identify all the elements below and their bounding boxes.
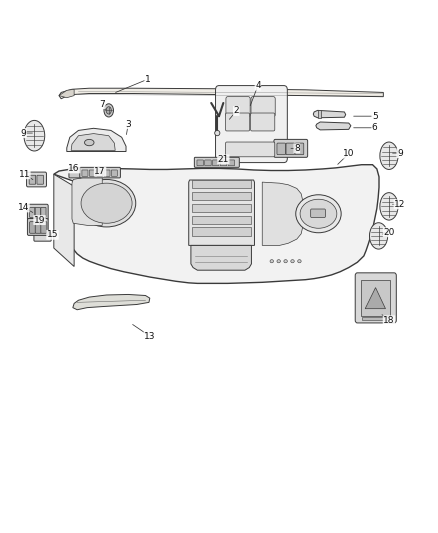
FancyBboxPatch shape [28, 204, 48, 220]
FancyBboxPatch shape [251, 96, 275, 117]
FancyBboxPatch shape [194, 157, 239, 167]
Text: 2: 2 [233, 107, 239, 116]
FancyBboxPatch shape [104, 170, 110, 176]
FancyBboxPatch shape [220, 160, 227, 166]
Polygon shape [54, 174, 74, 266]
FancyBboxPatch shape [362, 317, 389, 320]
FancyBboxPatch shape [212, 160, 219, 166]
Text: 3: 3 [125, 119, 131, 128]
FancyBboxPatch shape [215, 86, 287, 163]
Ellipse shape [277, 260, 280, 263]
FancyBboxPatch shape [97, 170, 102, 176]
FancyBboxPatch shape [277, 143, 286, 155]
FancyBboxPatch shape [80, 167, 120, 178]
FancyBboxPatch shape [27, 172, 46, 187]
FancyBboxPatch shape [192, 228, 251, 236]
Polygon shape [54, 165, 379, 284]
FancyBboxPatch shape [226, 96, 250, 117]
Polygon shape [191, 245, 251, 270]
FancyBboxPatch shape [192, 204, 251, 212]
Text: 13: 13 [144, 332, 155, 341]
FancyBboxPatch shape [41, 222, 47, 233]
Polygon shape [59, 90, 74, 98]
FancyBboxPatch shape [28, 219, 48, 236]
FancyBboxPatch shape [35, 207, 40, 217]
FancyBboxPatch shape [274, 140, 307, 157]
FancyBboxPatch shape [226, 113, 250, 131]
Text: 15: 15 [47, 230, 58, 239]
Ellipse shape [106, 107, 111, 114]
Text: 9: 9 [21, 128, 26, 138]
Polygon shape [73, 294, 150, 310]
Text: 8: 8 [294, 144, 300, 153]
FancyBboxPatch shape [192, 216, 251, 224]
FancyBboxPatch shape [286, 143, 295, 155]
Ellipse shape [291, 260, 294, 263]
Ellipse shape [270, 260, 273, 263]
Ellipse shape [380, 192, 398, 220]
Polygon shape [262, 182, 304, 245]
FancyBboxPatch shape [318, 110, 321, 118]
FancyBboxPatch shape [30, 222, 35, 233]
FancyBboxPatch shape [228, 160, 235, 166]
Text: 1: 1 [145, 75, 151, 84]
FancyBboxPatch shape [192, 192, 251, 200]
FancyBboxPatch shape [295, 143, 304, 155]
FancyBboxPatch shape [192, 180, 251, 189]
Ellipse shape [215, 131, 220, 136]
Polygon shape [59, 88, 383, 99]
FancyBboxPatch shape [34, 233, 51, 241]
Ellipse shape [294, 147, 298, 151]
Text: 21: 21 [218, 155, 229, 164]
Polygon shape [72, 177, 102, 225]
Text: 6: 6 [372, 123, 378, 132]
Polygon shape [365, 288, 385, 309]
FancyBboxPatch shape [251, 113, 275, 131]
Text: 9: 9 [397, 149, 403, 158]
FancyBboxPatch shape [205, 160, 211, 166]
Ellipse shape [370, 223, 388, 249]
FancyBboxPatch shape [29, 175, 35, 184]
Ellipse shape [300, 199, 337, 228]
FancyBboxPatch shape [111, 170, 117, 176]
Ellipse shape [81, 183, 132, 223]
Text: 16: 16 [68, 164, 80, 173]
Text: 4: 4 [255, 81, 261, 90]
Polygon shape [313, 110, 346, 118]
Text: 10: 10 [343, 149, 354, 158]
Text: 17: 17 [94, 167, 106, 176]
Ellipse shape [85, 140, 94, 146]
Polygon shape [67, 128, 126, 151]
Text: 19: 19 [34, 215, 45, 224]
FancyBboxPatch shape [69, 168, 81, 178]
Text: 7: 7 [99, 100, 105, 109]
FancyBboxPatch shape [41, 207, 46, 217]
Ellipse shape [296, 195, 341, 233]
Text: 18: 18 [383, 316, 395, 325]
FancyBboxPatch shape [35, 222, 41, 233]
Ellipse shape [380, 142, 398, 169]
Text: 12: 12 [394, 200, 406, 209]
FancyBboxPatch shape [37, 175, 43, 184]
Ellipse shape [78, 180, 136, 227]
FancyBboxPatch shape [311, 209, 325, 217]
Ellipse shape [298, 260, 301, 263]
Text: 5: 5 [372, 112, 378, 120]
Text: 14: 14 [18, 203, 29, 212]
Text: 11: 11 [19, 169, 30, 179]
Ellipse shape [104, 104, 113, 117]
FancyBboxPatch shape [226, 142, 275, 157]
FancyBboxPatch shape [197, 160, 203, 166]
Polygon shape [316, 122, 351, 130]
Polygon shape [71, 134, 115, 150]
Text: 20: 20 [383, 228, 395, 237]
FancyBboxPatch shape [82, 170, 88, 176]
FancyBboxPatch shape [89, 170, 95, 176]
Polygon shape [189, 180, 254, 245]
Ellipse shape [284, 260, 287, 263]
Ellipse shape [24, 120, 45, 151]
FancyBboxPatch shape [355, 273, 396, 323]
FancyBboxPatch shape [30, 207, 35, 217]
FancyBboxPatch shape [361, 280, 390, 316]
